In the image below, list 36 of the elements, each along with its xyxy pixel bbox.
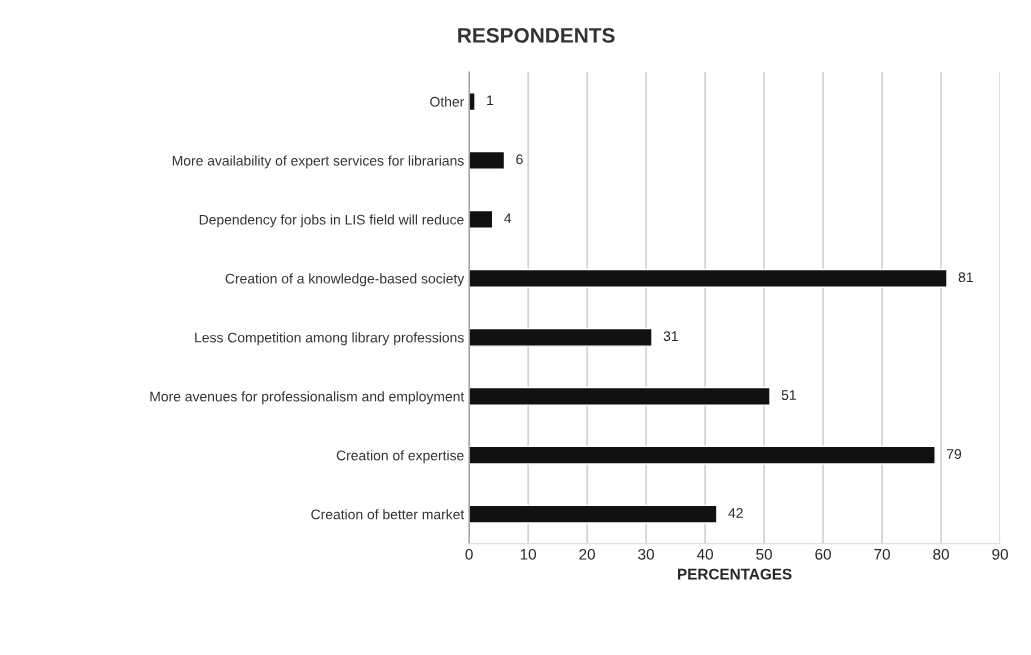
x-tick-label: 50 [756, 548, 772, 560]
data-label: 79 [947, 449, 962, 459]
data-label: 51 [781, 390, 796, 400]
bar [469, 268, 948, 288]
x-axis-title: PERCENTAGES [678, 568, 792, 580]
x-tick-label: 60 [815, 548, 831, 560]
data-label: 31 [663, 331, 678, 342]
y-tick-label: Other [430, 96, 465, 107]
y-tick-label: Creation of better market [311, 509, 465, 520]
x-tick-label: 90 [992, 548, 1008, 560]
x-tick-label: 0 [465, 548, 473, 560]
x-tick-label: 20 [579, 548, 595, 560]
chart-title: RESPONDENTS [458, 28, 615, 43]
x-tick-label: 70 [874, 548, 890, 560]
y-tick-label: More avenues for professionalism and employment [150, 391, 465, 405]
data-label: 6 [516, 154, 523, 165]
bar [469, 386, 771, 406]
x-tick-label: 80 [933, 548, 949, 560]
data-label: 4 [504, 213, 512, 224]
bar [469, 504, 718, 524]
bar [469, 445, 936, 465]
bar [469, 209, 494, 229]
y-tick-label: Creation of expertise [336, 450, 464, 464]
y-tick-label: Dependency for jobs in LIS field will reduce [199, 214, 464, 228]
x-tick-label: 30 [638, 548, 654, 560]
data-label: 1 [487, 95, 494, 106]
bar [469, 91, 476, 112]
y-tick-label: Less Competition among library professions [195, 332, 464, 346]
x-tick-label: 10 [520, 548, 536, 560]
bar [469, 327, 653, 347]
y-tick-label: Creation of a knowledge-based society [225, 273, 465, 287]
data-label: 81 [958, 272, 973, 283]
bar [469, 150, 506, 171]
data-label: 42 [728, 508, 743, 518]
x-tick-label: 40 [696, 548, 713, 560]
y-tick-label: More availability of expert services for librarians [172, 155, 464, 169]
